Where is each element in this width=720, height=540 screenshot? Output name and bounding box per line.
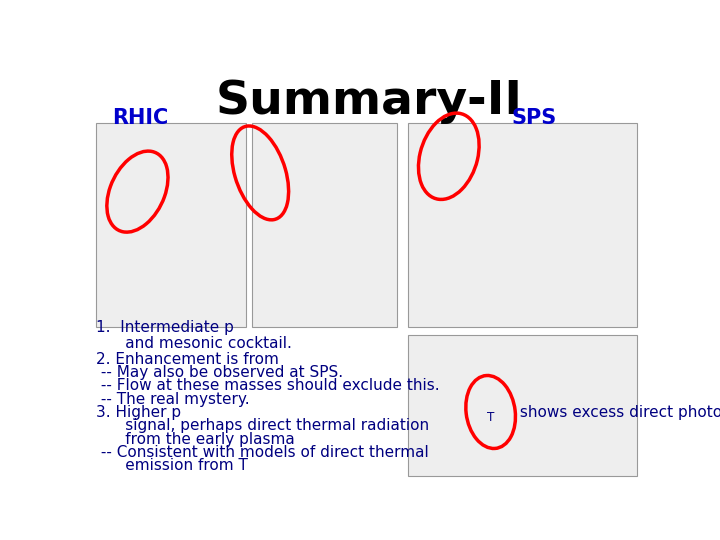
- Text: -- Consistent with models of direct thermal: -- Consistent with models of direct ther…: [96, 445, 428, 460]
- Text: -- May also be observed at SPS.: -- May also be observed at SPS.: [96, 365, 343, 380]
- Text: T: T: [487, 411, 495, 424]
- FancyBboxPatch shape: [408, 123, 637, 327]
- Text: 3. Higher p: 3. Higher p: [96, 405, 181, 420]
- Text: emission from T: emission from T: [96, 458, 248, 473]
- Text: Summary-II: Summary-II: [215, 79, 523, 124]
- FancyBboxPatch shape: [96, 123, 246, 327]
- Text: shows excess direct photon: shows excess direct photon: [515, 405, 720, 420]
- Text: RHIC: RHIC: [112, 109, 168, 129]
- Text: 1.  Intermediate p: 1. Intermediate p: [96, 320, 233, 335]
- Text: and mesonic cocktail.: and mesonic cocktail.: [96, 336, 292, 351]
- Text: -- The real mystery.: -- The real mystery.: [96, 392, 249, 407]
- Text: -- Flow at these masses should exclude this.: -- Flow at these masses should exclude t…: [96, 379, 439, 393]
- Text: SPS: SPS: [511, 109, 557, 129]
- Text: signal, perhaps direct thermal radiation: signal, perhaps direct thermal radiation: [96, 418, 428, 433]
- Text: from the early plasma: from the early plasma: [96, 431, 294, 447]
- FancyBboxPatch shape: [252, 123, 397, 327]
- FancyBboxPatch shape: [408, 335, 637, 476]
- Text: 2. Enhancement is from: 2. Enhancement is from: [96, 352, 284, 367]
